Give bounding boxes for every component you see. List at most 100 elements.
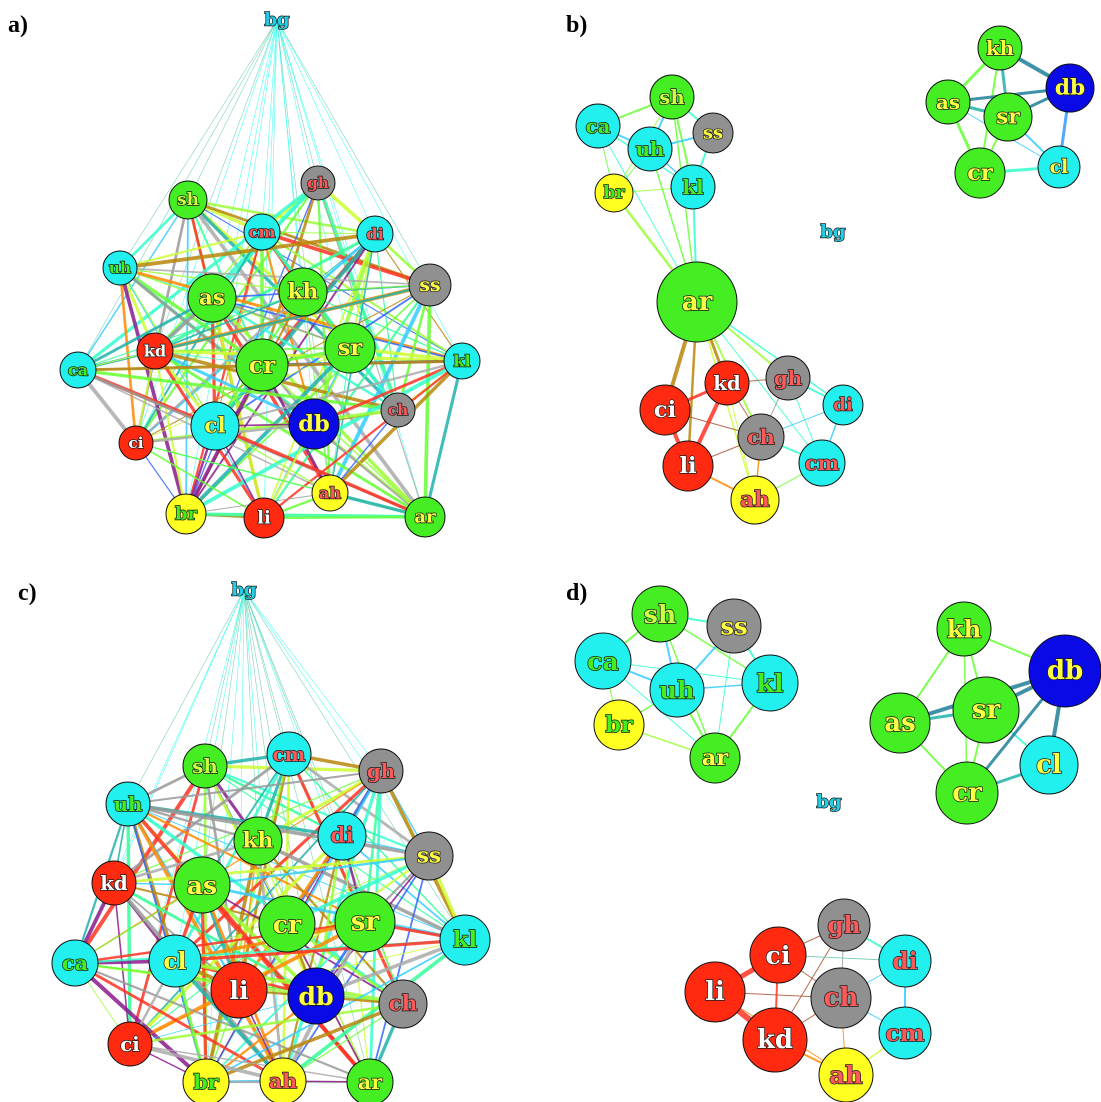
panel-a-edge-li-ar bbox=[262, 515, 427, 520]
panel-c-edge-kl-li bbox=[238, 939, 466, 991]
panel-d-node-cl: cl bbox=[1019, 735, 1079, 795]
panel-b-node-uh: uh bbox=[627, 126, 673, 172]
panel-b-node-cl: cl bbox=[1037, 145, 1081, 189]
panel-c-node-uh-circle bbox=[105, 781, 151, 827]
panel-c-node-sr: sr bbox=[334, 891, 396, 953]
panel-c-edge-kh-ah bbox=[256, 839, 285, 1083]
panel-c-edge-cl-ch bbox=[173, 959, 405, 1006]
panel-a-edge-gh-ch bbox=[316, 181, 400, 412]
panel-a-nodes: bg sh gh cm di uh as kh ss kd cr sr ca kl ch cl db ci ah br… bbox=[59, 9, 481, 539]
panel-b-node-cr-circle bbox=[954, 147, 1006, 199]
panel-a-edge-di-cl bbox=[213, 232, 377, 428]
panel-b-node-li-circle bbox=[662, 440, 714, 492]
panel-b-nodes: sh kh ca ss uh as db sr br kl cr cl bg ar kd gh ci di ch li… bbox=[575, 25, 1095, 525]
panel-a-node-db-label: db bbox=[298, 411, 329, 437]
panel-a-node-gh-label: gh bbox=[307, 174, 329, 192]
panel-a-node-kl: kl bbox=[443, 342, 481, 380]
panel-b-node-ch-circle bbox=[737, 413, 785, 461]
panel-a-edge-as-ci bbox=[135, 297, 213, 444]
panel-a-node-as-label: as bbox=[199, 286, 225, 311]
panel-a-node-ar: ar bbox=[404, 496, 446, 538]
panel-a-edge-ss-li bbox=[262, 283, 432, 520]
panel-b-node-sr-label: sr bbox=[996, 105, 1020, 130]
panel-a-edge-bg-ss bbox=[276, 19, 431, 286]
panel-a-edge-sh-di bbox=[186, 198, 377, 236]
panel-a-edge-kd-ar bbox=[153, 349, 427, 519]
panel-c-edge-bg-as bbox=[201, 589, 245, 886]
panel-d-node-ci-circle bbox=[749, 926, 807, 984]
panel-b-node-bg: bg bbox=[820, 221, 847, 243]
panel-d-node-di-circle bbox=[878, 934, 932, 988]
panel-c-edge-cl-ah bbox=[173, 959, 285, 1083]
panel-a-node-bg: bg bbox=[264, 9, 291, 31]
panel-b-node-as-label: as bbox=[936, 90, 960, 114]
panel-a-edge-sh-ca bbox=[77, 199, 189, 371]
panel-c-node-ch-circle bbox=[378, 979, 428, 1029]
panel-b-node-ss-label: ss bbox=[703, 123, 723, 144]
panel-d-node-gh-label: gh bbox=[827, 911, 860, 939]
panel-b-node-kl-circle bbox=[670, 164, 716, 210]
panel-a-node-db-circle bbox=[288, 398, 340, 450]
panel-c-node-as-circle bbox=[173, 856, 231, 914]
panel-d-node-ar-label: ar bbox=[702, 745, 730, 771]
panel-d-node-ss: ss bbox=[706, 598, 762, 654]
panel-a-edge-di-kd bbox=[153, 232, 377, 353]
panel-c-edge-ss-as bbox=[200, 854, 431, 887]
panel-d-node-db-label: db bbox=[1047, 656, 1083, 686]
panel-c-nodes: bg sh cm gh uh kh di ss kd as cr sr ca cl kl li db ch ci br… bbox=[51, 579, 491, 1102]
panel-a-edge-kl-li bbox=[262, 359, 464, 520]
panel-a-node-kl-label: kl bbox=[453, 352, 470, 371]
panel-a-edge-bg-as bbox=[211, 19, 278, 299]
panel-b-node-as-circle bbox=[925, 79, 971, 125]
panel-b-node-kd-circle bbox=[704, 360, 750, 406]
panel-c-node-gh: gh bbox=[358, 748, 404, 794]
panel-c-node-cm: cm bbox=[266, 731, 312, 777]
panel-a-node-sh: sh bbox=[168, 180, 208, 220]
panel-a-node-gh-circle bbox=[300, 165, 336, 201]
panel-c-node-bg-label: bg bbox=[231, 580, 257, 601]
panel-c-edge-ca-ar bbox=[73, 961, 372, 1084]
panel-a-node-ci-circle bbox=[118, 425, 154, 461]
panel-c-node-di: di bbox=[317, 811, 367, 861]
panel-d-node-li-label: li bbox=[705, 977, 725, 1007]
panel-b-node-db-label: db bbox=[1055, 76, 1085, 101]
panel-c-node-sr-label: sr bbox=[351, 907, 380, 937]
panel-a-node-ca: ca bbox=[59, 351, 97, 389]
panel-c-node-bg: bg bbox=[231, 579, 258, 601]
panel-b-node-ch: ch bbox=[737, 413, 785, 461]
panel-c-node-br-circle bbox=[182, 1058, 230, 1102]
panel-a-node-ar-label: ar bbox=[414, 507, 436, 528]
panel-d-node-kl: kl bbox=[741, 654, 799, 712]
panel-d-node-di: di bbox=[878, 934, 932, 988]
panel-c-node-kh-label: kh bbox=[243, 829, 274, 854]
panel-c-node-ah-circle bbox=[259, 1057, 307, 1102]
panel-b-label: b) bbox=[566, 12, 587, 38]
panel-b-node-gh-circle bbox=[765, 355, 811, 401]
panel-a-edge-kd-br bbox=[153, 349, 188, 516]
panel-c-node-ss-circle bbox=[404, 831, 454, 881]
panel-c-edge-ch-ci bbox=[128, 1002, 405, 1046]
panel-d-node-sh-circle bbox=[631, 585, 689, 643]
panel-d-node-kh: kh bbox=[936, 601, 992, 657]
panel-c-node-as-label: as bbox=[187, 870, 218, 900]
panel-a-node-br: br bbox=[165, 493, 207, 535]
panel-b-node-kd-label: kd bbox=[713, 371, 741, 395]
panel-a-node-as: as bbox=[187, 273, 237, 323]
panel-b-node-sh-circle bbox=[649, 74, 695, 120]
panel-b-node-ah-circle bbox=[730, 475, 780, 525]
panel-b-node-kd: kd bbox=[704, 360, 750, 406]
panel-a-label: a) bbox=[8, 12, 28, 38]
panel-a-edge-cr-ar bbox=[261, 364, 426, 518]
panel-b-node-li-label: li bbox=[679, 453, 696, 479]
panel-b-node-uh-circle bbox=[627, 126, 673, 172]
panel-c-node-sh: sh bbox=[182, 743, 228, 789]
panel-d-node-kd: kd bbox=[742, 1007, 808, 1073]
panel-c-edge-bg-gh bbox=[243, 589, 382, 772]
panel-b-node-kl-label: kl bbox=[682, 175, 704, 199]
panel-c-node-ci: ci bbox=[107, 1021, 153, 1067]
panel-d-node-li: li bbox=[684, 961, 746, 1023]
panel-b-node-ca-label: ca bbox=[586, 114, 611, 138]
panel-c-node-kd-circle bbox=[91, 860, 137, 906]
panel-c-node-gh-label: gh bbox=[367, 759, 395, 783]
panel-c-node-br-label: br bbox=[193, 1070, 219, 1094]
